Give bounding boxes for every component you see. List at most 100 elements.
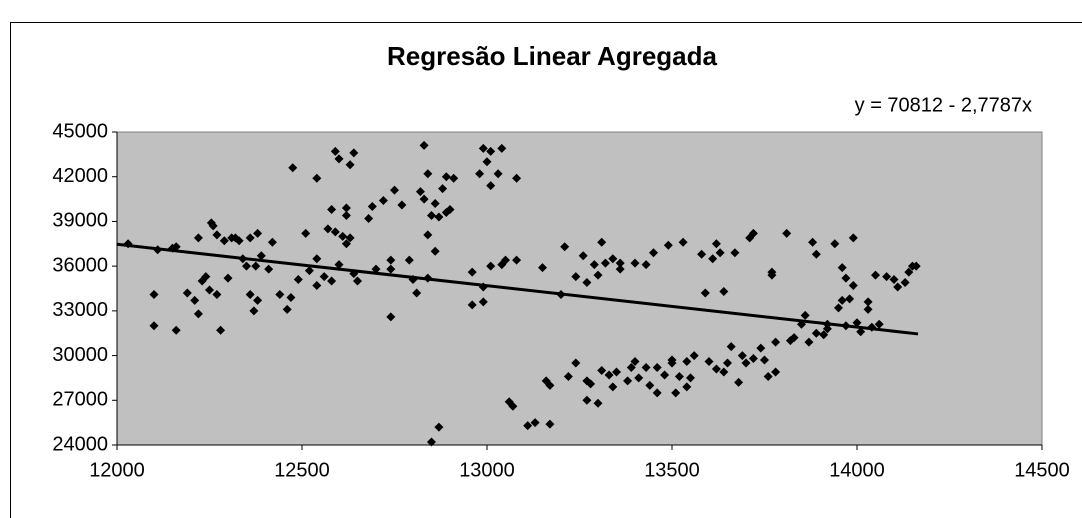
point — [723, 358, 732, 368]
point — [811, 328, 821, 338]
point — [367, 202, 377, 212]
point — [719, 367, 729, 377]
point — [251, 261, 261, 271]
point — [741, 358, 751, 368]
point — [201, 272, 211, 282]
point — [427, 210, 436, 220]
point — [671, 388, 681, 398]
point — [782, 228, 792, 238]
point — [767, 267, 777, 277]
point — [641, 362, 651, 372]
point — [578, 251, 588, 261]
x-tick-label: 12000 — [89, 459, 145, 481]
point — [508, 401, 518, 411]
point — [330, 146, 340, 156]
point — [475, 169, 485, 179]
point — [804, 337, 814, 347]
point — [856, 327, 866, 337]
point — [571, 272, 581, 282]
point — [286, 292, 296, 302]
point — [497, 143, 507, 153]
point — [563, 371, 573, 381]
point — [501, 255, 510, 265]
point — [737, 351, 747, 361]
point — [512, 255, 522, 265]
x-tick-label: 14500 — [1014, 459, 1070, 481]
point — [334, 260, 344, 270]
point — [304, 266, 314, 276]
point — [597, 237, 607, 247]
point — [593, 270, 603, 280]
point — [208, 221, 218, 231]
point — [378, 196, 388, 206]
point — [863, 297, 873, 307]
point — [219, 236, 229, 246]
point — [708, 254, 718, 264]
point — [545, 419, 555, 429]
point — [530, 418, 540, 428]
y-tick-label: 30000 — [52, 344, 108, 366]
point — [256, 251, 266, 261]
point — [449, 173, 459, 183]
point — [478, 143, 488, 153]
point — [478, 297, 488, 307]
point — [512, 173, 522, 183]
point — [523, 421, 533, 431]
point — [771, 367, 781, 377]
x-tick-label: 12500 — [274, 459, 330, 481]
point — [837, 263, 847, 273]
point — [467, 300, 477, 310]
point — [212, 289, 222, 299]
point — [438, 184, 448, 194]
point — [330, 227, 340, 237]
point — [341, 210, 351, 220]
point — [253, 295, 263, 305]
point — [245, 233, 255, 243]
point — [748, 354, 758, 364]
point — [486, 146, 496, 156]
point — [242, 261, 251, 271]
point — [434, 422, 444, 432]
point — [434, 212, 444, 222]
trendline — [116, 242, 919, 336]
point — [660, 370, 670, 380]
point — [193, 309, 203, 319]
point — [430, 199, 440, 209]
point — [808, 237, 818, 247]
point — [686, 373, 695, 383]
point — [652, 362, 662, 372]
y-tick-label: 45000 — [52, 120, 108, 142]
point — [652, 388, 662, 398]
point — [371, 264, 381, 274]
point — [482, 157, 492, 167]
point — [848, 281, 858, 291]
point — [697, 249, 707, 259]
point — [663, 240, 673, 250]
point — [582, 395, 592, 405]
point — [182, 288, 192, 298]
point — [911, 261, 921, 271]
point — [275, 289, 285, 299]
point — [904, 267, 914, 277]
point — [819, 330, 829, 340]
point — [419, 140, 429, 150]
point — [641, 260, 651, 270]
point — [763, 371, 773, 381]
point — [267, 237, 277, 247]
point — [412, 288, 422, 298]
point — [545, 380, 555, 390]
point — [423, 169, 433, 179]
point — [667, 355, 677, 365]
y-tick-label: 24000 — [52, 433, 108, 455]
point — [312, 281, 322, 291]
point — [234, 236, 244, 246]
point — [811, 249, 821, 259]
point — [171, 325, 181, 335]
point — [700, 288, 710, 298]
point — [390, 185, 399, 195]
point — [467, 267, 477, 277]
point — [704, 357, 714, 367]
point — [800, 310, 810, 320]
point — [386, 264, 396, 274]
point — [726, 342, 736, 352]
